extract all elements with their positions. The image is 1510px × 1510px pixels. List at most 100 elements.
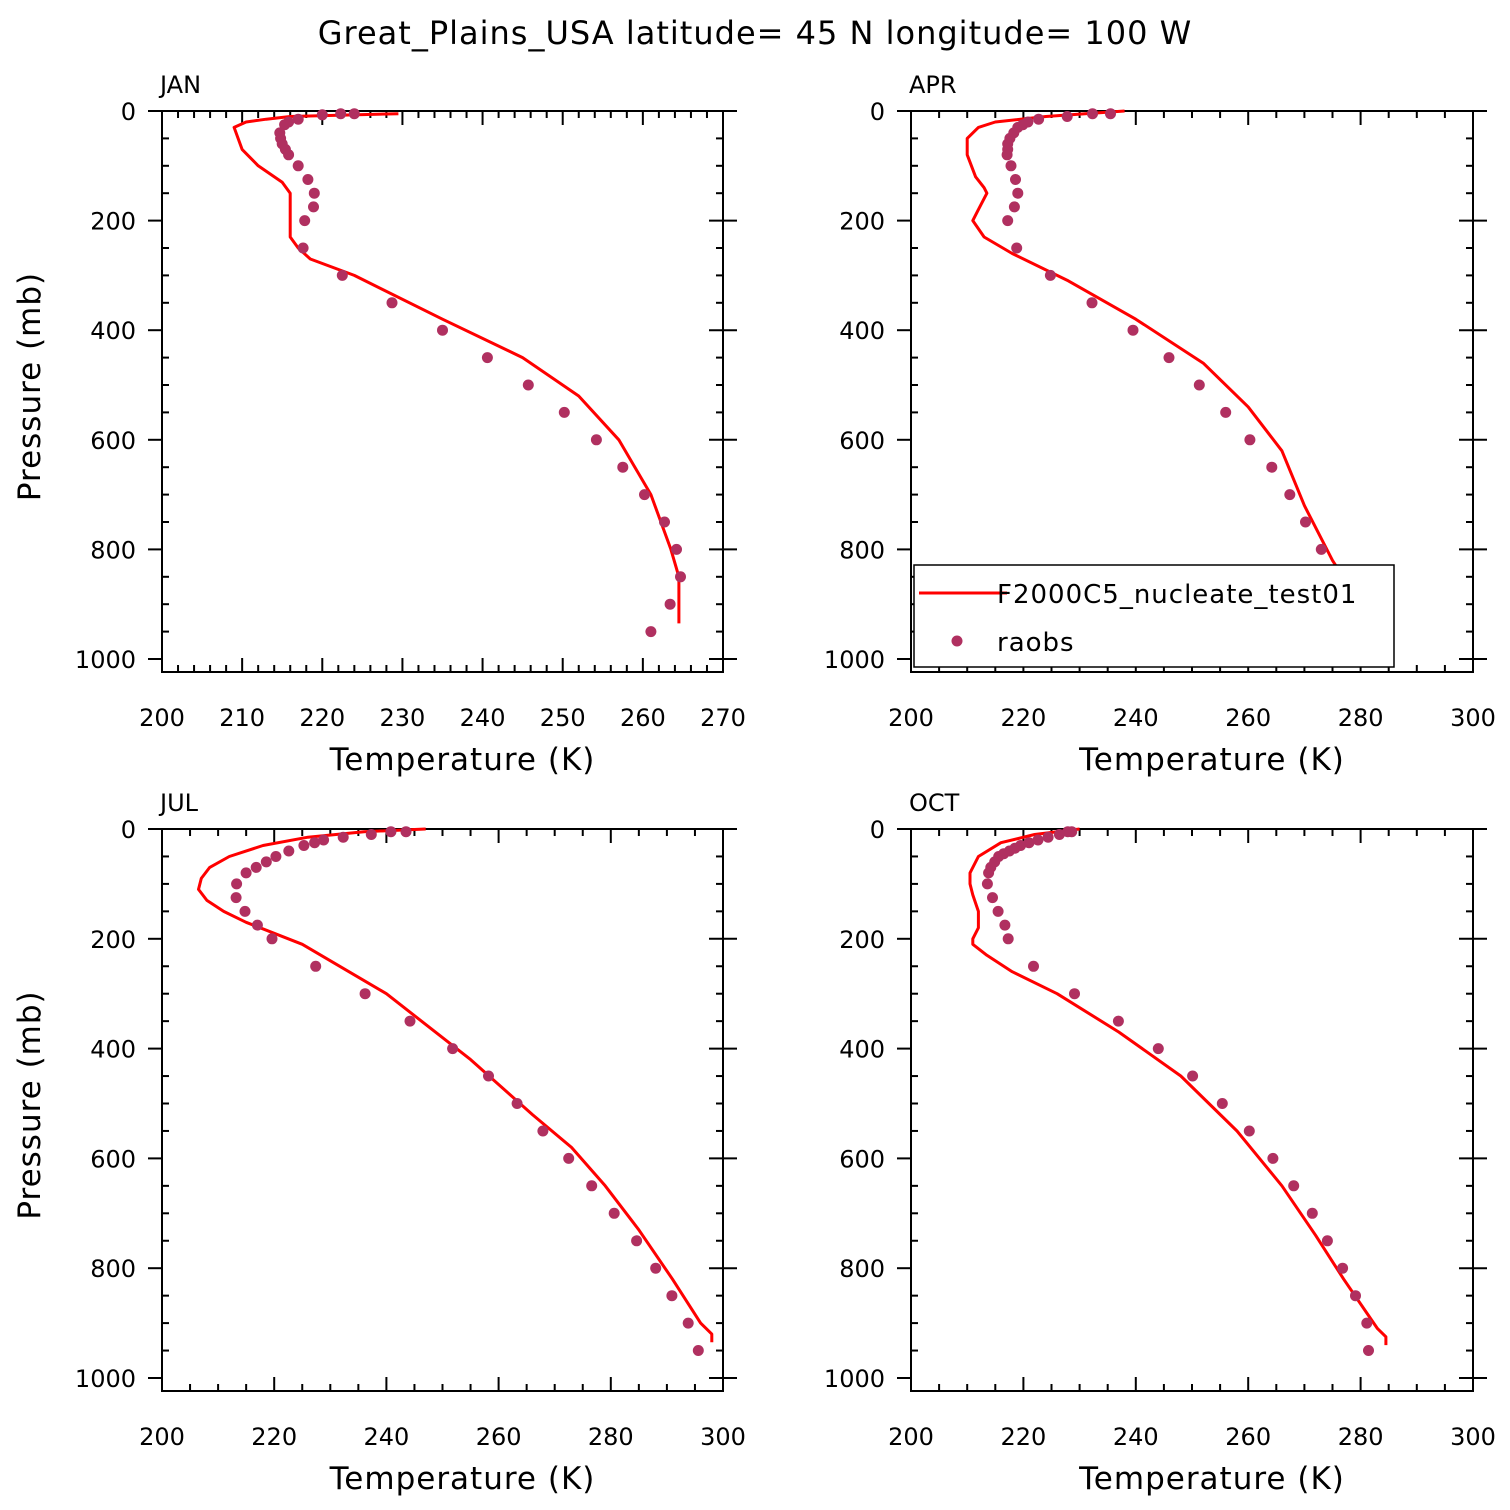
y-tick-label: 1000 (75, 646, 136, 674)
raobs-point (1267, 1152, 1279, 1164)
raobs-point (385, 826, 397, 838)
panel-oct: OCT 200 220 240 260 280 300 0 200 400 600 800 1000 Te… (824, 789, 1496, 1497)
raobs-point (483, 1070, 494, 1082)
y-tick-label: 1000 (824, 1365, 885, 1393)
raobs-point (1306, 1207, 1318, 1219)
x-axis-label: Temperature (K) (1078, 742, 1345, 778)
panel-label: JAN (158, 71, 201, 99)
raobs-point (992, 905, 1004, 917)
x-tick-label: 300 (700, 1423, 746, 1451)
raobs-point (404, 1015, 416, 1027)
legend-box (913, 564, 1395, 668)
raobs-point (365, 829, 377, 840)
legend-model-label: F2000C5_nucleate_test01 (997, 580, 1357, 610)
raobs-point (1266, 461, 1278, 473)
raobs-point (983, 867, 995, 879)
model-profile-line (232, 112, 681, 624)
x-tick-label: 260 (1225, 704, 1271, 732)
y-tick-label: 400 (90, 317, 136, 345)
raobs-point (608, 1207, 620, 1219)
x-tick-label: 300 (1450, 704, 1496, 732)
raobs-point (1105, 108, 1116, 120)
y-tick-label: 800 (839, 536, 885, 564)
raobs-point (1042, 831, 1054, 843)
raobs-point (1321, 1235, 1333, 1247)
x-tick-label: 220 (1000, 704, 1046, 732)
raobs-point (1033, 113, 1045, 125)
raobs-point (1363, 1345, 1374, 1356)
raobs-point (447, 1043, 459, 1055)
y-tick-label: 800 (90, 1255, 136, 1283)
raobs-point (522, 379, 534, 391)
raobs-point (590, 434, 602, 446)
y-tick-label: 200 (90, 926, 136, 954)
raobs-point (260, 856, 272, 868)
y-tick-label: 600 (90, 1145, 136, 1173)
x-axis-label: Temperature (K) (329, 742, 596, 778)
x-tick-label: 210 (219, 704, 265, 732)
raobs-point (671, 543, 682, 555)
x-tick-label: 240 (1113, 704, 1159, 732)
raobs-point (659, 516, 670, 528)
x-tick-label: 260 (1225, 1423, 1271, 1451)
panel-apr: APR 200 220 240 260 280 300 0 200 400 600 800 1000 Te… (824, 71, 1496, 778)
raobs-point (664, 598, 676, 610)
raobs-point (558, 406, 570, 418)
raobs-point (335, 108, 347, 120)
x-tick-label: 240 (1113, 1423, 1159, 1451)
raobs-point (298, 840, 310, 851)
raobs-point (302, 174, 314, 185)
y-tick-label: 600 (839, 427, 885, 455)
raobs-point (318, 834, 330, 846)
raobs-point (692, 1345, 704, 1356)
raobs-point (1028, 960, 1039, 972)
panel-label: OCT (909, 789, 960, 817)
raobs-point (1220, 406, 1232, 418)
raobs-point (283, 149, 295, 161)
raobs-point (1044, 269, 1056, 281)
raobs-point (309, 837, 321, 849)
y-tick-label: 400 (839, 317, 885, 345)
raobs-point (1061, 111, 1073, 122)
y-tick-label: 400 (839, 1036, 885, 1064)
raobs-point (299, 215, 311, 227)
raobs-point (348, 108, 360, 120)
x-tick-label: 260 (476, 1423, 522, 1451)
raobs-point (631, 1235, 643, 1247)
raobs-point (1152, 1043, 1164, 1055)
raobs-point (310, 960, 322, 972)
raobs-point (437, 324, 448, 336)
raobs-point (987, 892, 998, 904)
raobs-point (1244, 434, 1256, 446)
raobs-point (1300, 516, 1311, 528)
raobs-point (359, 988, 371, 1000)
x-tick-label: 240 (363, 1423, 409, 1451)
y-tick-label: 0 (870, 816, 885, 844)
y-axis-label: Pressure (mb) (12, 990, 48, 1219)
y-tick-label: 1000 (75, 1365, 136, 1393)
raobs-point (240, 867, 252, 879)
x-tick-label: 280 (588, 1423, 634, 1451)
raobs-point (1315, 543, 1327, 555)
y-tick-label: 0 (121, 816, 136, 844)
y-tick-label: 200 (839, 208, 885, 236)
x-tick-label: 300 (1450, 1423, 1496, 1451)
raobs-point (386, 297, 398, 309)
raobs-point (231, 878, 243, 890)
raobs-point (1032, 834, 1044, 846)
raobs-point (292, 160, 304, 172)
x-tick-label: 250 (540, 704, 586, 732)
raobs-point (1008, 201, 1020, 213)
y-tick-label: 0 (870, 98, 885, 126)
raobs-point (537, 1125, 549, 1137)
raobs-point (1002, 215, 1014, 227)
raobs-point (239, 905, 251, 917)
raobs-point (1001, 149, 1013, 161)
raobs-point (639, 489, 650, 501)
raobs-point (1288, 1180, 1300, 1192)
raobs-point (1284, 489, 1296, 501)
y-tick-label: 600 (90, 427, 136, 455)
y-axis-label: Pressure (mb) (12, 272, 48, 501)
